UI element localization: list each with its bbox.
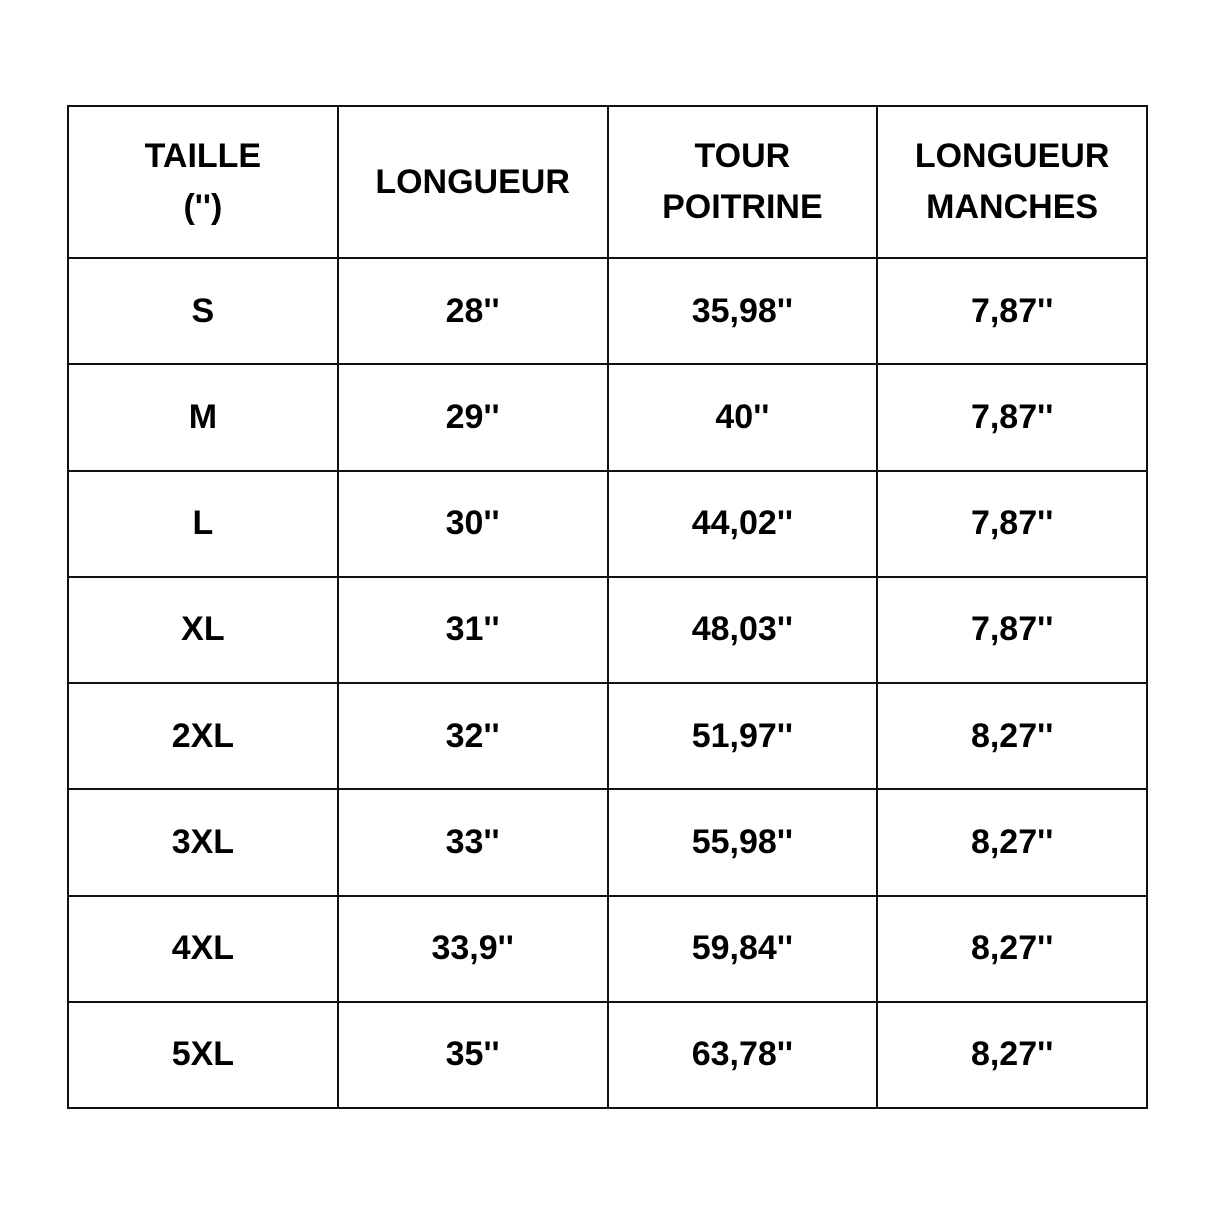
table-row: M 29'' 40'' 7,87''	[67, 363, 1148, 472]
size-cell: 5XL	[67, 1000, 339, 1110]
size-cell: S	[67, 256, 339, 366]
table-row: L 30'' 44,02'' 7,87''	[67, 469, 1148, 578]
size-cell: 3XL	[67, 788, 339, 897]
sleeve-length-cell: 7,87''	[876, 256, 1148, 366]
sleeve-length-cell: 8,27''	[876, 1000, 1148, 1110]
length-cell: 33''	[336, 788, 609, 897]
header-line: ('')	[183, 188, 223, 226]
length-cell: 31''	[336, 575, 609, 685]
header-longueur: LONGUEUR	[336, 105, 609, 259]
length-cell: 29''	[336, 363, 609, 472]
chest-cell: 63,78''	[606, 1000, 879, 1110]
table-row: 4XL 33,9'' 59,84'' 8,27''	[67, 894, 1148, 1003]
header-line: MANCHES	[926, 188, 1099, 226]
chest-cell: 51,97''	[606, 681, 879, 791]
header-line: TAILLE	[144, 137, 262, 175]
sleeve-length-cell: 7,87''	[876, 575, 1148, 685]
length-cell: 28''	[336, 256, 609, 366]
chest-cell: 55,98''	[606, 788, 879, 897]
sleeve-length-cell: 8,27''	[876, 681, 1148, 791]
header-line: POITRINE	[662, 188, 823, 226]
size-chart-table: TAILLE ('') LONGUEUR TOUR POITRINE LONGU…	[67, 105, 1148, 1110]
chest-cell: 48,03''	[606, 575, 879, 685]
sleeve-length-cell: 7,87''	[876, 469, 1148, 578]
table-row: XL 31'' 48,03'' 7,87''	[67, 575, 1148, 685]
length-cell: 33,9''	[336, 894, 609, 1003]
header-longueur-manches: LONGUEUR MANCHES	[876, 105, 1148, 259]
size-cell: 4XL	[67, 894, 339, 1003]
header-line: TOUR	[694, 137, 791, 175]
chest-cell: 35,98''	[606, 256, 879, 366]
size-cell: 2XL	[67, 681, 339, 791]
chest-cell: 59,84''	[606, 894, 879, 1003]
header-line: LONGUEUR	[375, 162, 570, 201]
header-tour-poitrine: TOUR POITRINE	[606, 105, 879, 259]
chest-cell: 40''	[606, 363, 879, 472]
header-taille: TAILLE ('')	[67, 105, 339, 259]
chest-cell: 44,02''	[606, 469, 879, 578]
length-cell: 35''	[336, 1000, 609, 1110]
sleeve-length-cell: 8,27''	[876, 788, 1148, 897]
size-cell: L	[67, 469, 339, 578]
length-cell: 32''	[336, 681, 609, 791]
size-cell: XL	[67, 575, 339, 685]
table-row: 2XL 32'' 51,97'' 8,27''	[67, 681, 1148, 791]
header-line: LONGUEUR	[914, 137, 1110, 175]
table-row: 3XL 33'' 55,98'' 8,27''	[67, 788, 1148, 897]
sleeve-length-cell: 7,87''	[876, 363, 1148, 472]
size-cell: M	[67, 363, 339, 472]
length-cell: 30''	[336, 469, 609, 578]
sleeve-length-cell: 8,27''	[876, 894, 1148, 1003]
header-row: TAILLE ('') LONGUEUR TOUR POITRINE LONGU…	[67, 105, 1148, 259]
table-row: S 28'' 35,98'' 7,87''	[67, 256, 1148, 366]
table-row: 5XL 35'' 63,78'' 8,27''	[67, 1000, 1148, 1110]
